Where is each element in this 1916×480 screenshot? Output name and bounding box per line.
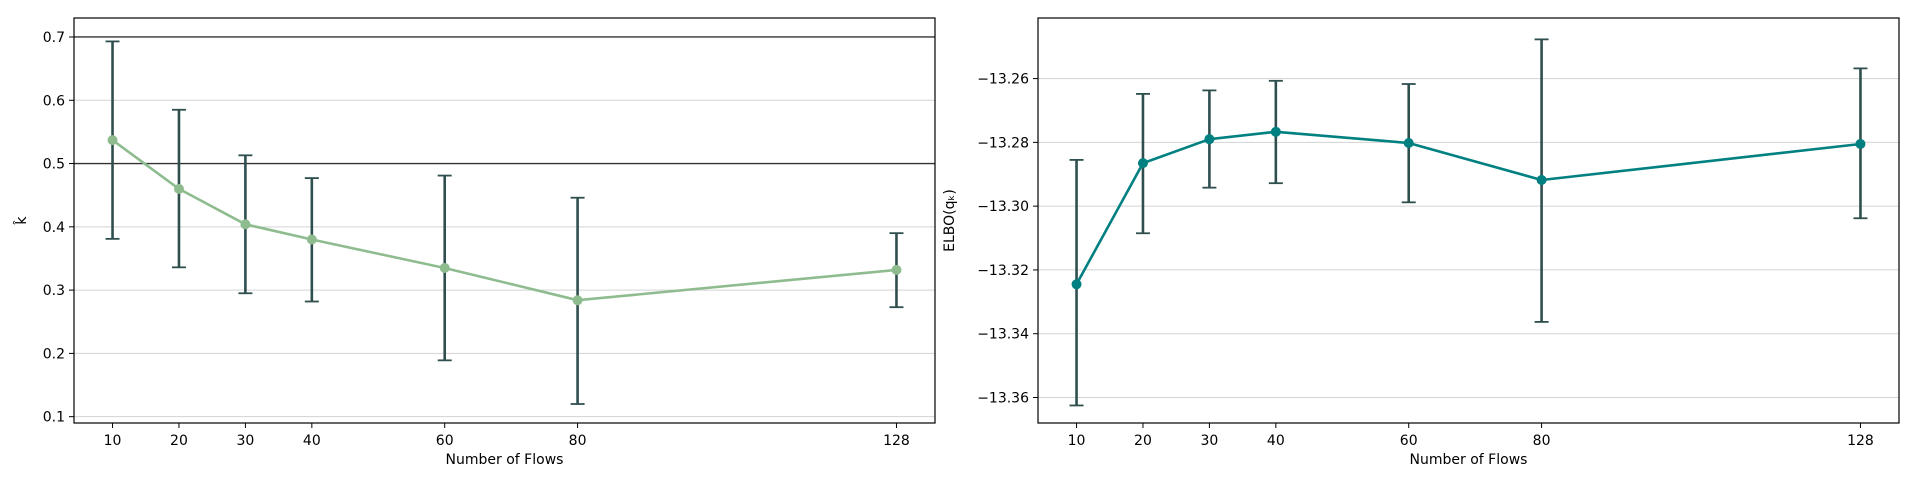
y-tick-label: −13.32	[977, 263, 1029, 279]
y-tick-label: 0.6	[43, 93, 65, 109]
data-point	[1204, 134, 1215, 145]
y-axis-label: k̂	[13, 216, 30, 226]
data-point	[173, 183, 184, 194]
plot-frame	[73, 17, 936, 424]
data-point	[240, 219, 251, 230]
x-tick-label: 80	[569, 433, 587, 449]
data-point	[107, 135, 118, 146]
khat-chart: 0.1 0.2 0.3 0.4 0.5 0.6 0.7 10 20 30 40 60 80 128 Numb…	[13, 17, 936, 468]
data-point	[1855, 138, 1866, 149]
data-point	[891, 264, 902, 275]
x-tick-label: 20	[170, 433, 188, 449]
x-tick-label: 10	[1068, 433, 1086, 449]
data-point	[1071, 279, 1082, 290]
elbo-chart: −13.36 −13.34 −13.32 −13.30 −13.28 −13.26 10 20…	[942, 17, 1900, 468]
x-tick-label: 40	[1267, 433, 1285, 449]
x-tick-label: 60	[1400, 433, 1418, 449]
y-tick-label: −13.30	[977, 199, 1029, 215]
x-tick-label: 20	[1134, 433, 1152, 449]
x-axis-label: Number of Flows	[1410, 452, 1528, 468]
y-tick-label: −13.28	[977, 135, 1029, 151]
data-point	[1536, 175, 1547, 185]
data-point	[1270, 126, 1281, 137]
data-point	[572, 295, 583, 306]
x-axis-label: Number of Flows	[446, 452, 564, 468]
y-tick-label: 0.1	[43, 410, 65, 426]
x-tick-label: 128	[883, 433, 910, 449]
y-tick-label: −13.26	[977, 72, 1029, 88]
x-tick-label: 128	[1847, 433, 1874, 449]
data-point	[306, 234, 317, 245]
y-tick-label: 0.5	[43, 157, 65, 173]
y-tick-label: 0.4	[43, 220, 65, 236]
y-tick-label: 0.7	[43, 30, 65, 46]
plot-frame	[1037, 17, 1900, 424]
x-tick-label: 30	[236, 433, 254, 449]
x-tick-label: 60	[436, 433, 454, 449]
y-tick-label: 0.3	[43, 283, 65, 299]
y-tick-label: 0.2	[43, 346, 65, 362]
x-tick-label: 40	[303, 433, 321, 449]
x-tick-label: 30	[1200, 433, 1218, 449]
data-point	[1137, 158, 1148, 169]
x-tick-label: 80	[1533, 433, 1551, 449]
y-tick-label: −13.36	[977, 390, 1029, 406]
data-point	[439, 262, 450, 273]
y-tick-label: −13.34	[977, 327, 1029, 343]
data-point	[1403, 138, 1414, 149]
y-axis-label: ELBO(qₖ)	[942, 189, 958, 252]
x-tick-label: 10	[104, 433, 122, 449]
